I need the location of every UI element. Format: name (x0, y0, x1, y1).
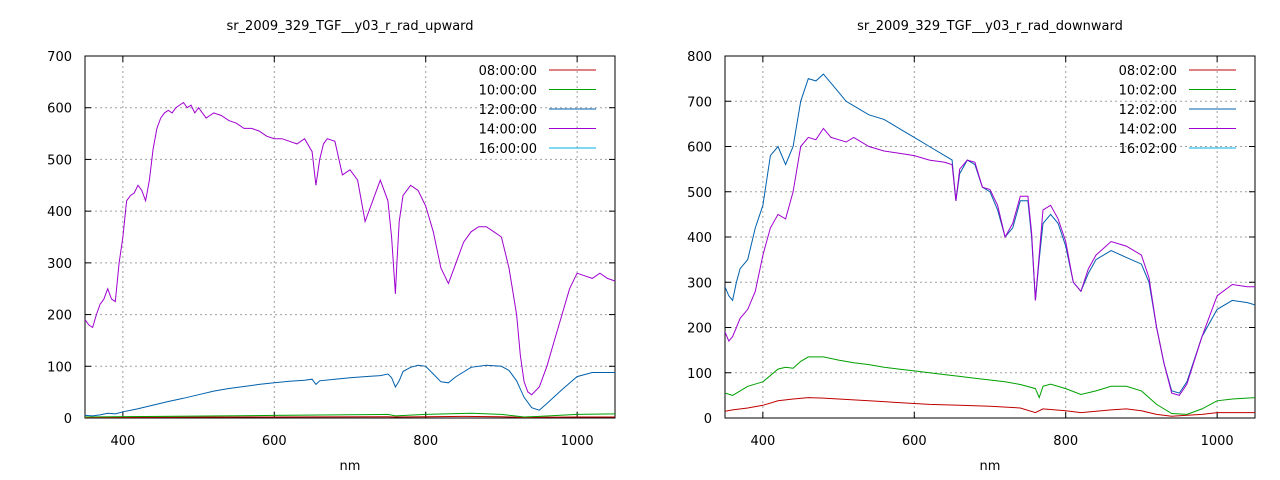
y-tick-label: 600 (47, 102, 72, 117)
chart-title: sr_2009_329_TGF__y03_r_rad_downward (857, 19, 1123, 34)
y-tick-label: 100 (47, 360, 72, 375)
series-line (85, 415, 615, 418)
legend-label: 08:00:00 (479, 64, 537, 79)
y-tick-label: 200 (687, 322, 712, 337)
y-tick-label: 700 (687, 95, 712, 110)
x-tick-label: 400 (110, 434, 135, 449)
y-tick-label: 400 (47, 205, 72, 220)
x-tick-label: 400 (750, 434, 775, 449)
legend-label: 14:00:00 (479, 123, 537, 138)
legend-label: 14:02:00 (1119, 123, 1177, 138)
y-tick-label: 300 (47, 257, 72, 272)
x-tick-label: 800 (413, 434, 438, 449)
y-tick-label: 600 (687, 141, 712, 156)
y-tick-label: 200 (47, 309, 72, 324)
legend-label: 12:02:00 (1119, 103, 1177, 118)
x-axis-label: nm (980, 459, 1001, 474)
series-line (85, 412, 615, 418)
y-tick-label: 400 (687, 231, 712, 246)
x-tick-label: 1000 (561, 434, 594, 449)
x-tick-label: 600 (902, 434, 927, 449)
series-line (725, 397, 1255, 417)
legend-label: 10:02:00 (1119, 84, 1177, 99)
series-line (725, 356, 1255, 415)
legend-label: 16:02:00 (1119, 142, 1177, 157)
legend-label: 08:02:00 (1119, 64, 1177, 79)
y-tick-label: 0 (704, 412, 712, 427)
legend-label: 10:00:00 (479, 84, 537, 99)
x-tick-label: 600 (262, 434, 287, 449)
y-tick-label: 500 (687, 186, 712, 201)
plot-frame (724, 55, 1256, 419)
y-tick-label: 500 (47, 153, 72, 168)
series-line (85, 101, 615, 396)
legend-label: 12:00:00 (479, 103, 537, 118)
legend-label: 16:00:00 (479, 142, 537, 157)
series-line (85, 364, 615, 417)
plot-frame (84, 55, 616, 419)
y-tick-label: 0 (64, 412, 72, 427)
x-tick-label: 1000 (1201, 434, 1234, 449)
y-tick-label: 300 (687, 276, 712, 291)
series-line (725, 127, 1255, 396)
downward-radiance-chart: sr_2009_329_TGF__y03_r_rad_downward 400 60… (687, 19, 1256, 474)
upward-radiance-chart: sr_2009_329_TGF__y03_r_rad_upward 400 600 8… (47, 19, 616, 474)
y-tick-label: 100 (687, 367, 712, 382)
chart-title: sr_2009_329_TGF__y03_r_rad_upward (226, 19, 473, 34)
x-axis-label: nm (340, 459, 361, 474)
y-tick-label: 700 (47, 50, 72, 65)
x-tick-label: 800 (1053, 434, 1078, 449)
y-tick-label: 800 (687, 50, 712, 65)
